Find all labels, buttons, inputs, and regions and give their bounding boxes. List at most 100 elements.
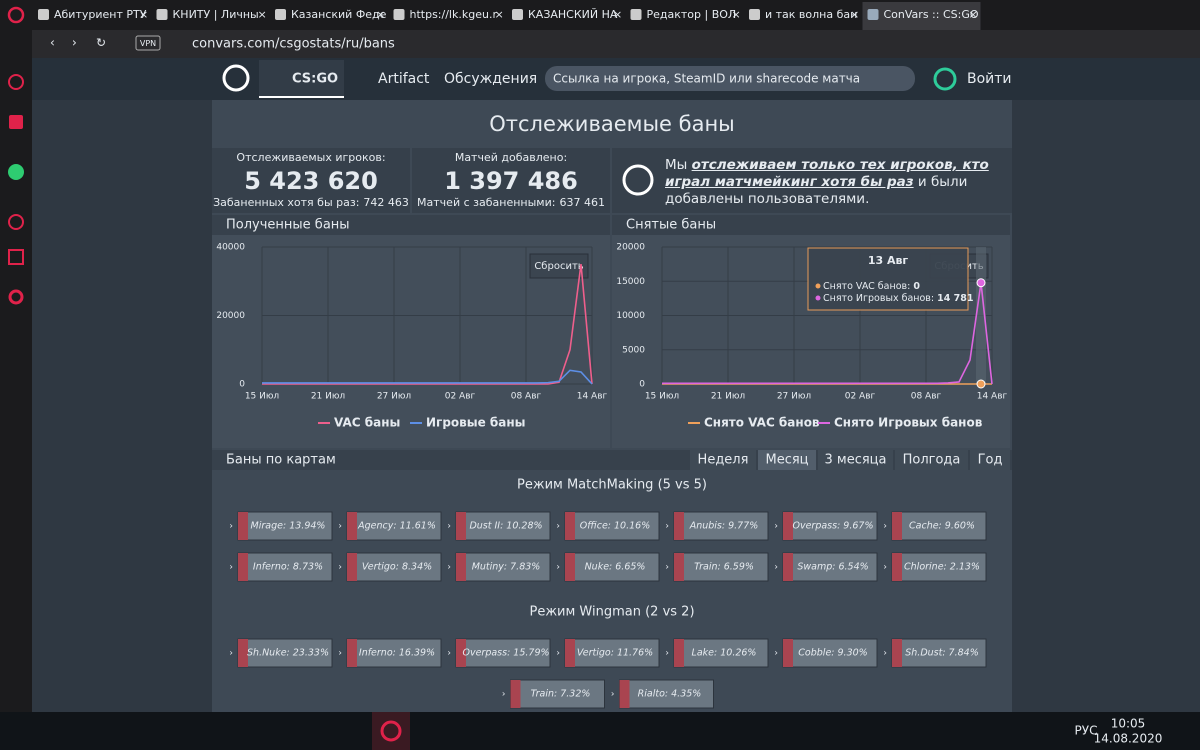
- map-stat[interactable]: Swamp: 6.54%: [797, 562, 868, 573]
- vpn-badge[interactable]: [135, 35, 161, 51]
- period-tab[interactable]: [895, 450, 968, 470]
- back-button[interactable]: ‹: [50, 36, 55, 50]
- period-label[interactable]: Неделя: [698, 453, 749, 468]
- period-tab[interactable]: [758, 450, 816, 470]
- tab-close[interactable]: ×: [969, 8, 978, 21]
- tab-icon[interactable]: [393, 9, 405, 20]
- map-stat[interactable]: Sh.Dust: 7.84%: [905, 648, 978, 659]
- tab-title[interactable]: Абитуриент РТУ: [54, 8, 147, 21]
- map-stat[interactable]: Agency: 11.61%: [357, 521, 436, 532]
- tab-close[interactable]: ×: [495, 8, 504, 21]
- legend-label[interactable]: Игровые баны: [426, 416, 526, 430]
- tab-icon[interactable]: [630, 9, 642, 20]
- tab-title[interactable]: КАЗАНСКИЙ НА: [528, 8, 618, 21]
- tab-icon[interactable]: [156, 9, 168, 20]
- map-badge[interactable]: [891, 511, 987, 541]
- tab-close[interactable]: ×: [139, 8, 148, 21]
- map-stat[interactable]: Train: 6.59%: [694, 562, 754, 573]
- tab-title[interactable]: ConVars :: CS:GO: [884, 8, 979, 21]
- map-badge[interactable]: [782, 638, 878, 668]
- artifact-link[interactable]: Artifact: [378, 71, 430, 87]
- tab-close[interactable]: ×: [376, 8, 385, 21]
- sidebar-icon[interactable]: [8, 164, 24, 180]
- map-badge[interactable]: [891, 552, 987, 582]
- map-badge[interactable]: [237, 552, 333, 582]
- map-stat[interactable]: Mirage: 13.94%: [251, 521, 326, 532]
- legend-label[interactable]: Снято VAC банов: [704, 416, 820, 430]
- game-tab[interactable]: [259, 60, 344, 98]
- tab-title[interactable]: Казанский Феде: [291, 8, 387, 21]
- taskbar-active-app[interactable]: [372, 712, 410, 750]
- map-stat[interactable]: Vertigo: 8.34%: [362, 562, 432, 573]
- map-stat[interactable]: Lake: 10.26%: [692, 648, 757, 659]
- period-label[interactable]: Полгода: [903, 453, 961, 468]
- period-tab[interactable]: [818, 450, 893, 470]
- map-stat[interactable]: Cache: 9.60%: [909, 521, 975, 532]
- map-stat[interactable]: Dust II: 10.28%: [469, 521, 542, 532]
- tab-title[interactable]: https://lk.kgeu.r: [410, 8, 498, 21]
- map-stat[interactable]: Anubis: 9.77%: [689, 521, 759, 532]
- map-stat[interactable]: Vertigo: 11.76%: [577, 648, 653, 659]
- map-stat[interactable]: Rialto: 4.35%: [638, 689, 702, 700]
- map-badge[interactable]: [891, 638, 987, 668]
- legend-label[interactable]: Снято Игровых банов: [834, 416, 983, 430]
- map-badge[interactable]: [346, 511, 442, 541]
- game-name[interactable]: CS:GO: [292, 72, 338, 87]
- map-badge[interactable]: [455, 552, 551, 582]
- sidebar-icon[interactable]: [8, 74, 24, 90]
- map-stat[interactable]: Nuke: 6.65%: [585, 562, 646, 573]
- reset-button[interactable]: [529, 253, 589, 279]
- map-badge[interactable]: [673, 638, 769, 668]
- opera-logo[interactable]: [7, 6, 25, 24]
- sidebar-icon[interactable]: [8, 249, 24, 265]
- map-stat[interactable]: Chlorine: 2.13%: [904, 562, 980, 573]
- taskbar-opera[interactable]: [380, 720, 402, 742]
- map-stat[interactable]: Inferno: 8.73%: [253, 562, 323, 573]
- discussions-link[interactable]: Обсуждения: [444, 71, 537, 87]
- sidebar-icon[interactable]: [9, 115, 23, 129]
- map-stat[interactable]: Sh.Nuke: 23.33%: [247, 648, 329, 659]
- login-link[interactable]: Войти: [967, 71, 1012, 87]
- tab-close[interactable]: ×: [613, 8, 622, 21]
- tab-title[interactable]: Редактор | ВОЛ: [647, 8, 737, 21]
- note-link[interactable]: отслеживаем только тех игроков, кто игра…: [665, 157, 989, 190]
- map-badge[interactable]: [237, 511, 333, 541]
- period-label[interactable]: 3 месяца: [825, 453, 887, 468]
- tab-icon[interactable]: [512, 9, 523, 20]
- taskbar-language[interactable]: РУС: [1075, 724, 1098, 738]
- map-badge[interactable]: [455, 511, 551, 541]
- legend-label[interactable]: VAC баны: [334, 416, 400, 430]
- map-stat[interactable]: Office: 10.16%: [580, 521, 651, 532]
- period-label[interactable]: Месяц: [765, 453, 808, 468]
- taskbar-date[interactable]: 14.08.2020: [1094, 732, 1163, 746]
- address-text[interactable]: convars.com/csgostats/ru/bans: [192, 37, 395, 52]
- map-stat[interactable]: Train: 7.32%: [531, 689, 591, 700]
- reload-button[interactable]: ↻: [96, 36, 106, 50]
- tab-title[interactable]: и так волна бан: [765, 8, 857, 21]
- period-label[interactable]: Год: [978, 453, 1003, 468]
- map-stat[interactable]: Inferno: 16.39%: [359, 648, 435, 659]
- tab-title[interactable]: КНИТУ | Личны: [173, 8, 259, 21]
- tab-close[interactable]: ×: [258, 8, 267, 21]
- period-tab[interactable]: [690, 450, 756, 470]
- sidebar-icon[interactable]: [8, 289, 24, 305]
- tab-close[interactable]: ×: [732, 8, 741, 21]
- search-box[interactable]: [545, 66, 915, 91]
- active-tab[interactable]: [862, 2, 981, 30]
- map-badge[interactable]: [455, 638, 551, 668]
- period-tab[interactable]: [970, 450, 1010, 470]
- login-icon[interactable]: [933, 67, 957, 91]
- map-badge[interactable]: [510, 679, 605, 709]
- tab-icon[interactable]: [867, 9, 879, 20]
- map-badge[interactable]: [782, 511, 878, 541]
- taskbar-time[interactable]: 10:05: [1111, 717, 1146, 731]
- tab-icon[interactable]: [275, 9, 286, 20]
- map-stat[interactable]: Mutiny: 7.83%: [472, 562, 541, 573]
- map-stat[interactable]: Cobble: 9.30%: [798, 648, 867, 659]
- site-logo[interactable]: [222, 64, 250, 92]
- sidebar-icon[interactable]: [8, 214, 24, 230]
- map-badge[interactable]: [619, 679, 714, 709]
- tab-close[interactable]: ×: [850, 8, 859, 21]
- tab-icon[interactable]: [38, 9, 49, 20]
- reset-label[interactable]: Сбросить: [534, 261, 583, 272]
